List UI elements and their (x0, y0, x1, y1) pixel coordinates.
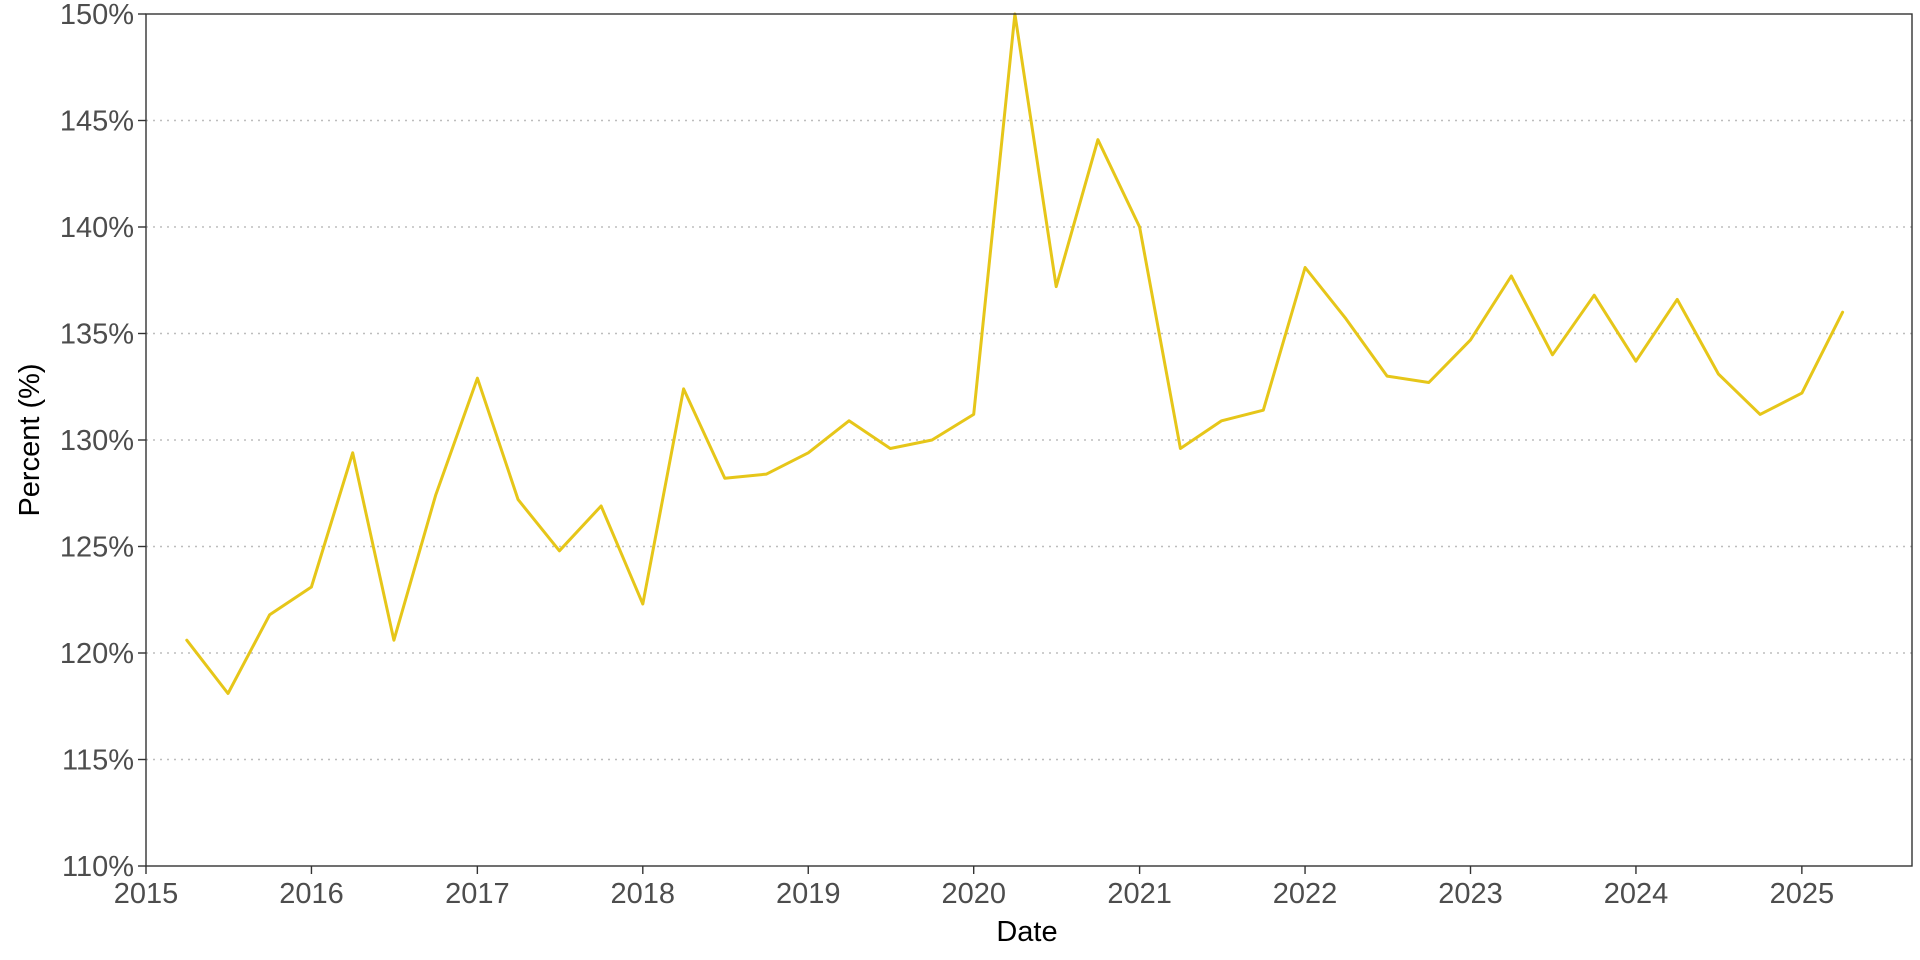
x-axis: 2015 2016 2017 2018 2019 2020 2021 2022 2023 2024… (114, 866, 1834, 910)
series-layer (185, 12, 1845, 695)
y-tick-label: 130% (60, 425, 134, 457)
x-tick-label: 2020 (941, 878, 1006, 910)
x-tick-label: 2018 (611, 878, 676, 910)
y-tick-label: 120% (60, 638, 134, 670)
y-tick-label: 115% (62, 745, 134, 777)
gridlines (146, 119, 1912, 761)
y-axis-title: Percent (%) (14, 363, 46, 516)
y-tick-label: 145% (60, 106, 134, 138)
x-tick-label: 2022 (1273, 878, 1338, 910)
x-tick-label: 2017 (445, 878, 510, 910)
y-axis: 110% 115% 120% 125% 130% 135% 140% 145% 150% (60, 0, 146, 883)
x-tick-label: 2019 (776, 878, 841, 910)
x-tick-label: 2021 (1107, 878, 1172, 910)
y-tick-label: 135% (60, 319, 134, 351)
x-tick-label: 2025 (1770, 878, 1835, 910)
x-tick-label: 2024 (1604, 878, 1669, 910)
y-tick-label: 110% (62, 851, 134, 883)
x-tick-label: 2015 (114, 878, 179, 910)
x-axis-title: Date (996, 916, 1057, 948)
x-tick-label: 2023 (1438, 878, 1503, 910)
x-tick-label: 2016 (279, 878, 344, 910)
y-tick-label: 140% (60, 212, 134, 244)
y-tick-label: 125% (60, 532, 134, 564)
series-line (185, 12, 1845, 695)
y-tick-label: 150% (60, 0, 134, 31)
